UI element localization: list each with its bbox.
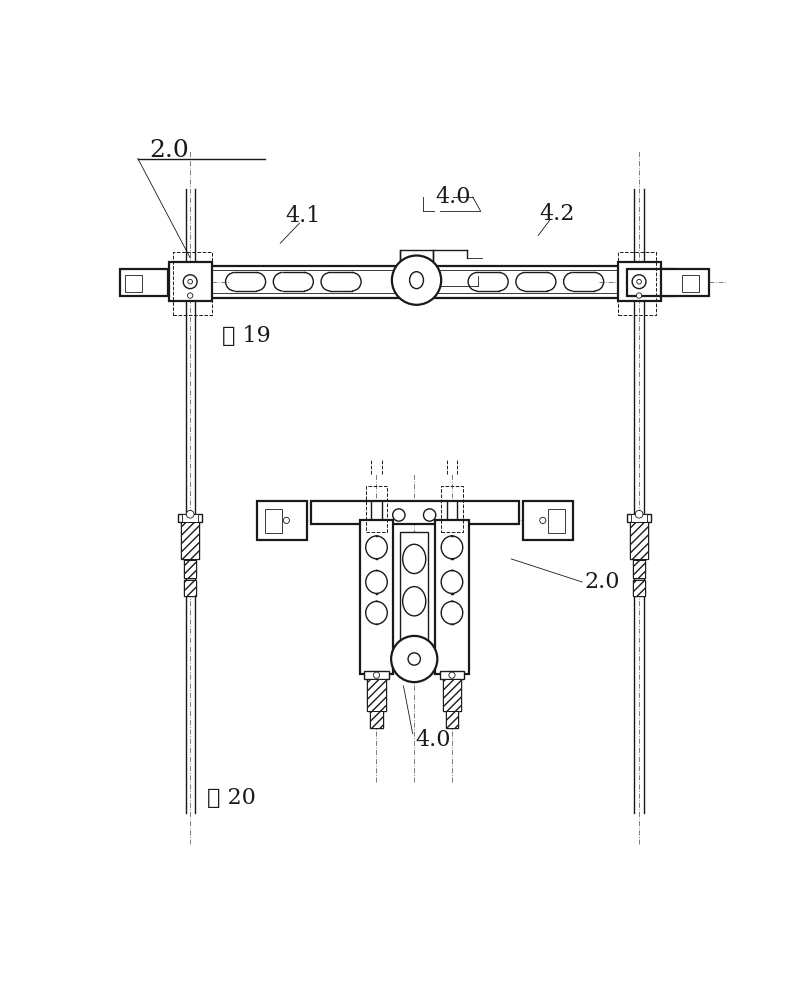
Circle shape: [392, 509, 405, 521]
Circle shape: [635, 510, 643, 518]
Bar: [178, 514, 202, 522]
Bar: [120, 269, 167, 296]
Circle shape: [408, 653, 421, 665]
Bar: [441, 486, 463, 532]
Bar: [443, 679, 461, 711]
Ellipse shape: [403, 587, 426, 616]
Bar: [439, 671, 464, 679]
Bar: [633, 560, 646, 578]
Bar: [617, 262, 661, 301]
Bar: [435, 520, 469, 674]
Bar: [627, 269, 675, 296]
Circle shape: [188, 293, 193, 298]
Text: 2.0: 2.0: [150, 139, 189, 162]
Ellipse shape: [409, 272, 423, 289]
Bar: [662, 269, 709, 296]
Bar: [367, 679, 386, 711]
Bar: [184, 580, 197, 596]
Circle shape: [423, 509, 436, 521]
Text: 图 19: 图 19: [222, 325, 271, 347]
Text: 4.0: 4.0: [436, 186, 472, 208]
Bar: [630, 522, 648, 559]
Bar: [371, 711, 383, 728]
Ellipse shape: [403, 544, 426, 574]
Bar: [446, 711, 458, 728]
Circle shape: [637, 293, 642, 298]
Circle shape: [540, 517, 546, 523]
Bar: [371, 711, 383, 728]
Bar: [627, 514, 651, 522]
Bar: [359, 520, 393, 674]
Bar: [630, 522, 648, 559]
Bar: [617, 252, 656, 315]
Bar: [265, 509, 282, 533]
Bar: [633, 560, 646, 578]
Bar: [400, 250, 434, 264]
Bar: [181, 522, 199, 559]
Circle shape: [283, 517, 290, 523]
Circle shape: [374, 672, 379, 678]
Text: 4.1: 4.1: [286, 205, 321, 227]
Bar: [184, 560, 197, 578]
Bar: [184, 580, 197, 596]
Circle shape: [632, 275, 646, 289]
Circle shape: [183, 275, 197, 289]
Bar: [173, 252, 212, 315]
Bar: [366, 486, 388, 532]
Bar: [400, 532, 428, 667]
Bar: [443, 679, 461, 711]
Circle shape: [392, 256, 441, 305]
Circle shape: [188, 279, 193, 284]
Bar: [311, 501, 519, 524]
Bar: [549, 509, 565, 533]
Bar: [446, 711, 458, 728]
Circle shape: [186, 510, 194, 518]
Text: 4.0: 4.0: [415, 729, 451, 751]
Bar: [523, 501, 573, 540]
Bar: [181, 522, 199, 559]
Text: 2.0: 2.0: [584, 571, 620, 593]
Bar: [183, 514, 198, 522]
Bar: [364, 671, 389, 679]
Bar: [184, 560, 197, 578]
Bar: [125, 275, 142, 292]
Bar: [631, 514, 646, 522]
Circle shape: [637, 279, 642, 284]
Bar: [168, 262, 212, 301]
Circle shape: [449, 672, 455, 678]
Text: 4.2: 4.2: [540, 203, 575, 225]
Bar: [682, 275, 699, 292]
Bar: [633, 580, 646, 596]
Text: 图 20: 图 20: [207, 787, 256, 809]
Circle shape: [391, 636, 438, 682]
Bar: [633, 580, 646, 596]
Bar: [367, 679, 386, 711]
Bar: [257, 501, 307, 540]
